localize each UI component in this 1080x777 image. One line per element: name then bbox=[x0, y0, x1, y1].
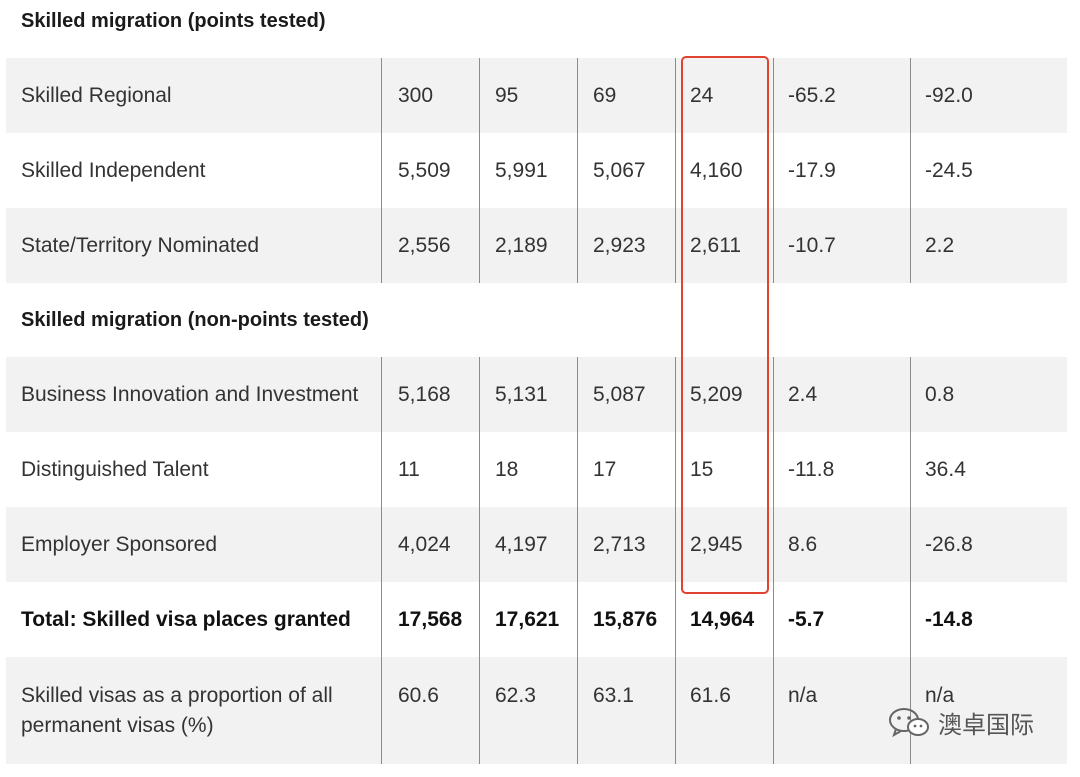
cell-value: 2,945 bbox=[675, 507, 773, 582]
cell-value: 62.3 bbox=[479, 657, 577, 764]
cell-value: -5.7 bbox=[773, 582, 910, 657]
row-label: Distinguished Talent bbox=[21, 457, 209, 481]
cell-value: 300 bbox=[381, 58, 479, 133]
row-label: Total: Skilled visa places granted bbox=[21, 607, 351, 631]
cell-value: 17 bbox=[577, 432, 675, 507]
cell-value: 36.4 bbox=[910, 432, 1067, 507]
cell-value: 2.2 bbox=[910, 208, 1067, 283]
cell-value: 5,991 bbox=[479, 133, 577, 208]
table-row: Distinguished Talent 11 18 17 15 -11.8 3… bbox=[6, 432, 1067, 507]
cell-value: 69 bbox=[577, 58, 675, 133]
visa-table: Skilled migration (points tested) Skille… bbox=[6, 0, 1067, 764]
section-title: Skilled migration (non-points tested) bbox=[21, 308, 369, 331]
cell-value: 4,024 bbox=[381, 507, 479, 582]
cell-value: 15 bbox=[675, 432, 773, 507]
table-row: Skilled Independent 5,509 5,991 5,067 4,… bbox=[6, 133, 1067, 208]
row-label: Employer Sponsored bbox=[21, 532, 218, 556]
table-row: Skilled Regional 300 95 69 24 -65.2 -92.… bbox=[6, 58, 1067, 133]
watermark-text: 澳卓国际 bbox=[938, 711, 1034, 739]
table-row: Skilled visas as a proportion of all per… bbox=[6, 657, 1067, 764]
cell-value: -10.7 bbox=[773, 208, 910, 283]
watermark: 澳卓国际 bbox=[888, 705, 1034, 740]
cell-value: -65.2 bbox=[773, 58, 910, 133]
section-header-non-points-tested: Skilled migration (non-points tested) bbox=[6, 283, 1067, 357]
cell-value: 0.8 bbox=[910, 357, 1067, 432]
cell-value: -92.0 bbox=[910, 58, 1067, 133]
cell-value: 15,876 bbox=[577, 582, 675, 657]
cell-value: 2.4 bbox=[773, 357, 910, 432]
cell-value: 5,067 bbox=[577, 133, 675, 208]
cell-value: -17.9 bbox=[773, 133, 910, 208]
cell-value: 17,621 bbox=[479, 582, 577, 657]
table-row: State/Territory Nominated 2,556 2,189 2,… bbox=[6, 208, 1067, 283]
cell-value: 5,209 bbox=[675, 357, 773, 432]
cell-value: 2,556 bbox=[381, 208, 479, 283]
cell-value: 4,160 bbox=[675, 133, 773, 208]
cell-value: 2,923 bbox=[577, 208, 675, 283]
row-label: Skilled Independent bbox=[21, 158, 206, 182]
cell-value: -11.8 bbox=[773, 432, 910, 507]
wechat-icon bbox=[889, 707, 929, 737]
cell-value: 11 bbox=[381, 432, 479, 507]
table-row-total: Total: Skilled visa places granted 17,56… bbox=[6, 582, 1067, 657]
row-label: Skilled visas as a proportion of all per… bbox=[21, 684, 333, 737]
row-label: Skilled Regional bbox=[21, 83, 172, 107]
cell-value: 5,087 bbox=[577, 357, 675, 432]
table-row: Business Innovation and Investment 5,168… bbox=[6, 357, 1067, 432]
cell-value: 24 bbox=[675, 58, 773, 133]
row-label: Business Innovation and Investment bbox=[21, 382, 359, 406]
cell-value: 2,611 bbox=[675, 208, 773, 283]
cell-value: 17,568 bbox=[381, 582, 479, 657]
cell-value: 4,197 bbox=[479, 507, 577, 582]
section-header-points-tested: Skilled migration (points tested) bbox=[6, 0, 1067, 42]
cell-value: -14.8 bbox=[910, 582, 1067, 657]
cell-value: -24.5 bbox=[910, 133, 1067, 208]
cell-value: 5,131 bbox=[479, 357, 577, 432]
cell-value: 61.6 bbox=[675, 657, 773, 764]
table-row: Employer Sponsored 4,024 4,197 2,713 2,9… bbox=[6, 507, 1067, 582]
cell-value: 18 bbox=[479, 432, 577, 507]
cell-value: n/a bbox=[773, 657, 910, 764]
cell-value: -26.8 bbox=[910, 507, 1067, 582]
row-label: State/Territory Nominated bbox=[21, 233, 260, 257]
cell-value: 2,189 bbox=[479, 208, 577, 283]
cell-value: 60.6 bbox=[381, 657, 479, 764]
section-title: Skilled migration (points tested) bbox=[21, 9, 326, 32]
cell-value: 5,168 bbox=[381, 357, 479, 432]
cell-value: 2,713 bbox=[577, 507, 675, 582]
cell-value: 14,964 bbox=[675, 582, 773, 657]
cell-value: 5,509 bbox=[381, 133, 479, 208]
cell-value: 63.1 bbox=[577, 657, 675, 764]
cell-value: 95 bbox=[479, 58, 577, 133]
cell-value: 8.6 bbox=[773, 507, 910, 582]
